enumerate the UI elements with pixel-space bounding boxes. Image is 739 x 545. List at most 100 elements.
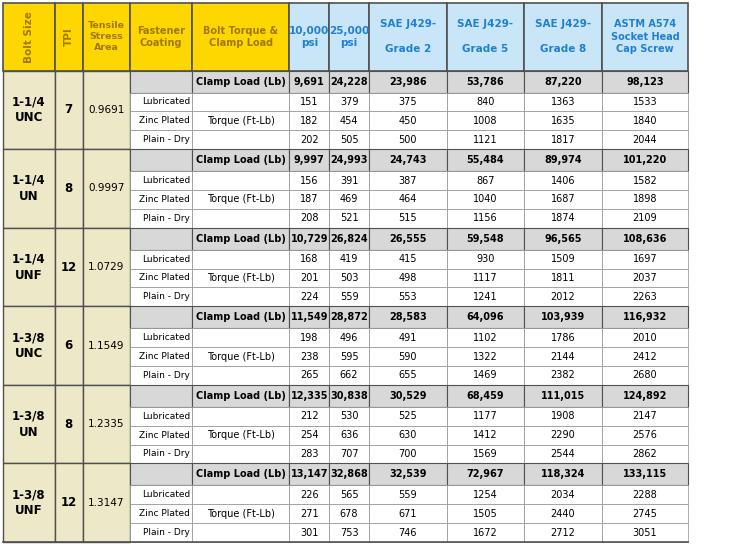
Bar (369, 149, 446, 171)
Bar (369, 190, 446, 209)
Bar (192, 445, 290, 463)
Text: 1687: 1687 (551, 195, 575, 204)
Bar (524, 149, 602, 171)
Text: 208: 208 (300, 213, 319, 223)
Bar (329, 445, 369, 463)
Text: 32,539: 32,539 (389, 469, 426, 480)
Text: 55,484: 55,484 (466, 155, 504, 165)
Text: 0.9691: 0.9691 (88, 105, 125, 115)
Bar (83, 228, 130, 306)
Bar (130, 209, 192, 228)
Bar (290, 445, 329, 463)
Text: Torque (Ft-Lb): Torque (Ft-Lb) (207, 430, 275, 440)
Text: 116,932: 116,932 (623, 312, 667, 322)
Text: 525: 525 (398, 411, 417, 421)
Text: 89,974: 89,974 (544, 155, 582, 165)
Bar (602, 269, 688, 287)
Text: 101,220: 101,220 (623, 155, 667, 165)
Text: 655: 655 (398, 371, 417, 380)
Text: Clamp Load (Lb): Clamp Load (Lb) (196, 155, 285, 165)
Text: 450: 450 (398, 116, 417, 126)
Bar (130, 385, 192, 407)
Bar (130, 149, 192, 171)
Text: 565: 565 (340, 490, 358, 500)
Bar (329, 306, 369, 328)
Bar (524, 445, 602, 463)
Bar (329, 130, 369, 149)
Bar (130, 171, 192, 190)
Bar (369, 209, 446, 228)
Text: 28,583: 28,583 (389, 312, 426, 322)
Text: 2745: 2745 (633, 508, 658, 519)
Bar (192, 485, 290, 504)
Bar (130, 445, 192, 463)
Text: 867: 867 (476, 175, 494, 185)
Bar (130, 250, 192, 269)
Text: 700: 700 (398, 449, 417, 459)
Bar (192, 111, 290, 130)
Text: 1040: 1040 (473, 195, 497, 204)
Text: 24,743: 24,743 (389, 155, 426, 165)
Text: SAE J429-

Grade 2: SAE J429- Grade 2 (380, 20, 436, 54)
Text: 1817: 1817 (551, 135, 575, 145)
Text: 375: 375 (398, 97, 417, 107)
Bar (446, 287, 524, 306)
Text: 87,220: 87,220 (544, 76, 582, 87)
Text: 2382: 2382 (551, 371, 575, 380)
Text: 2680: 2680 (633, 371, 657, 380)
Bar (3, 306, 55, 385)
Text: 1102: 1102 (473, 332, 497, 343)
Text: 1582: 1582 (633, 175, 657, 185)
Bar (602, 385, 688, 407)
Bar (192, 347, 290, 366)
Bar (192, 287, 290, 306)
Text: 2037: 2037 (633, 273, 657, 283)
Bar (192, 3, 290, 71)
Text: 2034: 2034 (551, 490, 575, 500)
Text: Zinc Plated: Zinc Plated (139, 116, 190, 125)
Bar (130, 111, 192, 130)
Text: 630: 630 (398, 430, 417, 440)
Bar (290, 93, 329, 111)
Text: 707: 707 (340, 449, 358, 459)
Text: 1509: 1509 (551, 254, 575, 264)
Text: 2412: 2412 (633, 352, 657, 361)
Text: 64,096: 64,096 (466, 312, 504, 322)
Text: 198: 198 (300, 332, 319, 343)
Bar (290, 111, 329, 130)
Bar (369, 426, 446, 445)
Text: Zinc Plated: Zinc Plated (139, 274, 190, 282)
Text: 2712: 2712 (551, 528, 576, 537)
Bar (524, 93, 602, 111)
Text: 8: 8 (64, 417, 72, 431)
Text: 254: 254 (300, 430, 319, 440)
Bar (290, 171, 329, 190)
Text: 59,548: 59,548 (466, 234, 504, 244)
Bar (602, 71, 688, 93)
Bar (83, 149, 130, 228)
Bar (3, 385, 55, 463)
Text: 1.1549: 1.1549 (88, 341, 125, 350)
Bar (290, 269, 329, 287)
Text: 2288: 2288 (633, 490, 657, 500)
Bar (602, 287, 688, 306)
Text: 10,000
psi: 10,000 psi (289, 26, 330, 48)
Text: 1117: 1117 (473, 273, 497, 283)
Text: 1811: 1811 (551, 273, 575, 283)
Bar (290, 523, 329, 542)
Text: 133,115: 133,115 (623, 469, 667, 480)
Bar (329, 347, 369, 366)
Text: 1469: 1469 (473, 371, 497, 380)
Text: 0.9997: 0.9997 (88, 184, 125, 193)
Text: 10,729: 10,729 (290, 234, 328, 244)
Text: 151: 151 (300, 97, 319, 107)
Text: ASTM A574
Socket Head
Cap Screw: ASTM A574 Socket Head Cap Screw (610, 20, 679, 54)
Text: 1-3/8
UN: 1-3/8 UN (12, 410, 46, 439)
Bar (369, 366, 446, 385)
Text: 1008: 1008 (473, 116, 497, 126)
Text: 530: 530 (340, 411, 358, 421)
Text: 72,967: 72,967 (466, 469, 504, 480)
Text: 201: 201 (300, 273, 319, 283)
Text: 2109: 2109 (633, 213, 657, 223)
Text: 1840: 1840 (633, 116, 657, 126)
